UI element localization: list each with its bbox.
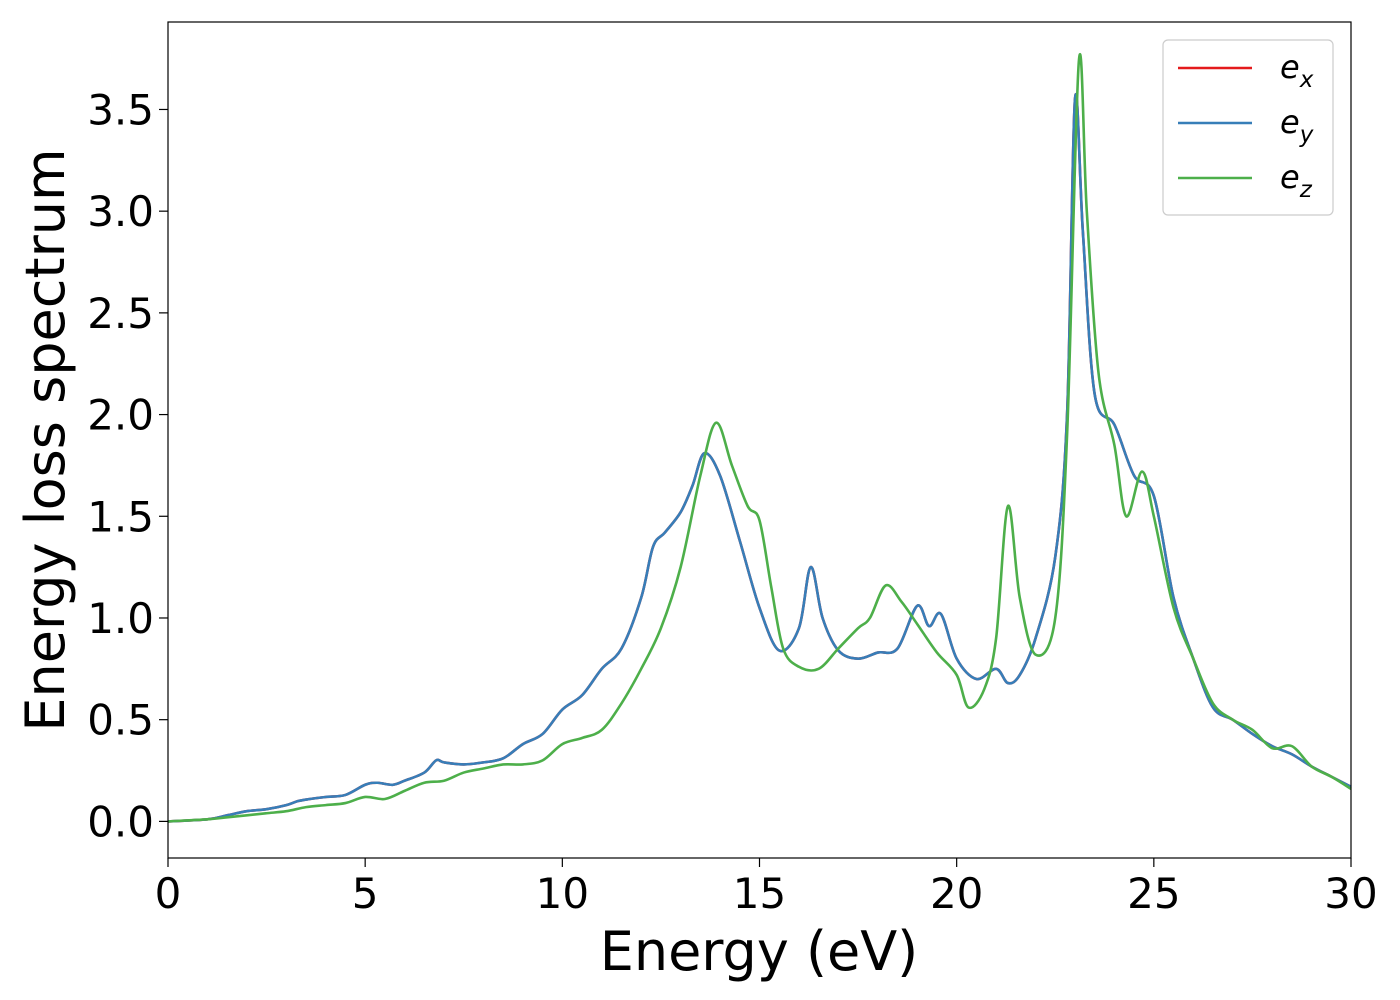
y-tick-label: 3.5: [87, 85, 154, 134]
legend-label-base: e: [1280, 48, 1300, 86]
y-tick-label: 3.0: [87, 187, 154, 236]
y-axis-ticks: 0.0 0.5 1.0 1.5 2.0 2.5 3.0 3.5: [87, 85, 168, 846]
x-axis-ticks: 0 5 10 15 20 25 30: [155, 858, 1378, 918]
legend-label: ey: [1280, 103, 1314, 148]
legend-label-subscript: z: [1299, 177, 1313, 203]
legend-label: ex: [1280, 48, 1314, 93]
y-tick-label: 1.5: [87, 492, 154, 541]
series-layer: [167, 52, 1352, 823]
y-tick-label: 1.0: [87, 594, 154, 643]
y-axis-title: Energy loss spectrum: [14, 148, 77, 731]
series-line-e-y: [167, 93, 1352, 823]
y-tick-label: 2.0: [87, 391, 154, 440]
x-tick-label: 0: [155, 869, 182, 918]
legend-label-base: e: [1280, 158, 1300, 196]
x-tick-label: 30: [1324, 869, 1377, 918]
series-line-e-z: [167, 52, 1352, 823]
x-tick-label: 10: [536, 869, 589, 918]
legend-label-subscript: y: [1299, 122, 1314, 148]
legend-label-base: e: [1280, 103, 1300, 141]
y-tick-label: 0.0: [87, 797, 154, 846]
legend-box: [1162, 39, 1334, 216]
y-tick-label: 2.5: [87, 289, 154, 338]
x-axis-title: Energy (eV): [600, 920, 919, 983]
x-tick-label: 15: [733, 869, 786, 918]
legend-label-subscript: x: [1299, 67, 1314, 93]
legend-label: ez: [1280, 158, 1313, 203]
x-tick-label: 20: [930, 869, 983, 918]
y-tick-label: 0.5: [87, 696, 154, 745]
x-tick-label: 25: [1127, 869, 1180, 918]
x-tick-label: 5: [352, 869, 379, 918]
